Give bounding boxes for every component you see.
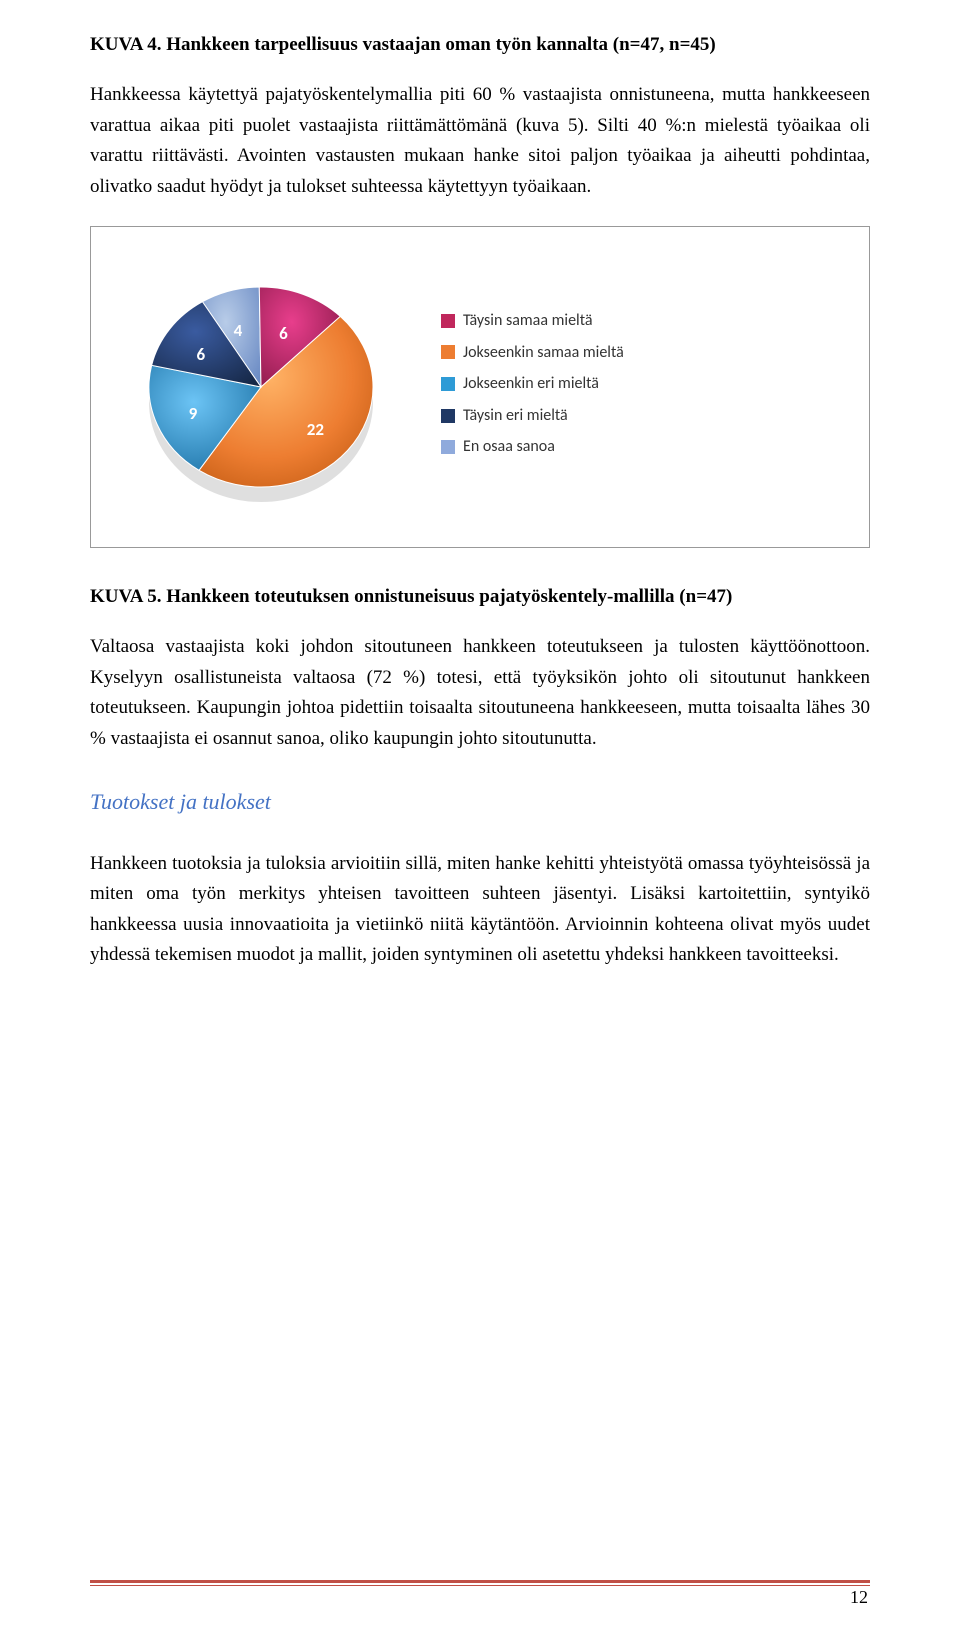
page-number: 12 bbox=[850, 1583, 868, 1612]
pie-chart: 4 6 22 9 6 bbox=[111, 257, 411, 517]
legend-item: Jokseenkin samaa mieltä bbox=[441, 340, 624, 366]
section-heading: Tuotokset ja tulokset bbox=[90, 784, 870, 819]
legend-label: Täysin eri mieltä bbox=[463, 403, 568, 429]
pie-slices bbox=[149, 287, 373, 487]
legend-swatch bbox=[441, 409, 455, 423]
pie-value-label: 4 bbox=[234, 317, 243, 344]
pie-value-label: 6 bbox=[279, 320, 288, 347]
figure-5-caption: KUVA 5. Hankkeen toteutuksen onnistuneis… bbox=[90, 582, 870, 612]
pie-value-label: 6 bbox=[196, 341, 205, 368]
paragraph-1: Hankkeessa käytettyä pajatyöskentelymall… bbox=[90, 80, 870, 202]
figure-4-caption: KUVA 4. Hankkeen tarpeellisuus vastaajan… bbox=[90, 30, 870, 60]
paragraph-3: Hankkeen tuotoksia ja tuloksia arvioitii… bbox=[90, 849, 870, 971]
figure-4-label: KUVA 4. bbox=[90, 34, 161, 55]
legend-label: En osaa sanoa bbox=[463, 434, 555, 460]
legend-label: Jokseenkin samaa mieltä bbox=[463, 340, 624, 366]
pie-value-label: 9 bbox=[189, 400, 198, 427]
legend-item: Täysin samaa mieltä bbox=[441, 308, 624, 334]
legend-swatch bbox=[441, 440, 455, 454]
footer-rule bbox=[90, 1580, 870, 1586]
paragraph-2: Valtaosa vastaajista koki johdon sitoutu… bbox=[90, 632, 870, 754]
legend-item: Jokseenkin eri mieltä bbox=[441, 371, 624, 397]
legend-swatch bbox=[441, 345, 455, 359]
legend-item: En osaa sanoa bbox=[441, 434, 624, 460]
legend-swatch bbox=[441, 377, 455, 391]
pie-chart-container: 4 6 22 9 6 Täysin samaa mieltä Jokseenkin sam… bbox=[90, 226, 870, 548]
figure-5-text: Hankkeen toteutuksen onnistuneisuus paja… bbox=[166, 586, 732, 607]
legend-item: Täysin eri mieltä bbox=[441, 403, 624, 429]
pie-svg bbox=[111, 257, 411, 517]
legend-label: Täysin samaa mieltä bbox=[463, 308, 593, 334]
legend-swatch bbox=[441, 314, 455, 328]
chart-legend: Täysin samaa mieltä Jokseenkin samaa miel… bbox=[441, 308, 624, 466]
figure-4-text: Hankkeen tarpeellisuus vastaajan oman ty… bbox=[166, 34, 716, 55]
pie-value-label: 22 bbox=[307, 416, 324, 443]
figure-5-label: KUVA 5. bbox=[90, 586, 161, 607]
legend-label: Jokseenkin eri mieltä bbox=[463, 371, 599, 397]
